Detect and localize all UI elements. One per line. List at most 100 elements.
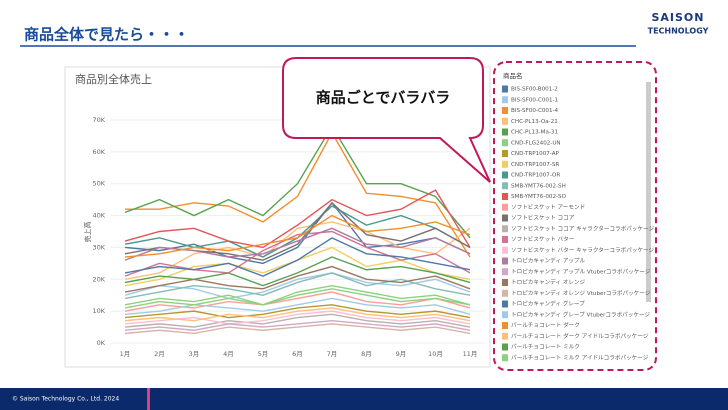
series-line: [124, 221, 471, 280]
y-tick-label: 20K: [92, 275, 105, 283]
x-tick-label: 4月: [223, 350, 234, 358]
legend-swatch: [502, 322, 508, 329]
legend-label: パールチョコレート ミルク: [511, 344, 580, 351]
callout: [282, 57, 491, 183]
legend-swatch: [502, 246, 508, 254]
series-line: [124, 313, 471, 328]
legend-label: CND-FLG2402-UN: [511, 140, 561, 146]
y-axis-label: 売上高: [83, 222, 92, 243]
y-tick-label: 10K: [92, 307, 105, 315]
legend-swatch: [502, 150, 508, 157]
legend-label: CHC-PL13-Oa-21: [511, 119, 558, 125]
legend-swatch: [502, 171, 508, 179]
series-line: [124, 307, 471, 322]
slide-title: 商品全体で見たら・・・: [24, 26, 189, 44]
legend-swatch: [502, 236, 508, 243]
legend-swatch: [502, 203, 508, 211]
series-line: [124, 272, 471, 300]
logo-bottom: TECHNOLOGY: [648, 27, 709, 36]
series-line: [124, 323, 471, 335]
legend-label: SMB-YMT76-002-SH: [511, 183, 566, 189]
legend-label: トロピカキャンディ オレンジ Vtuberコラボパッケージ: [511, 289, 651, 297]
legend-label: パールチョコレート ミルク アイドルコラボパッケージ: [511, 353, 649, 361]
legend-label: CND-TRP1007-SR: [511, 162, 559, 168]
legend-title: 商品名: [503, 71, 523, 80]
x-tick-label: 7月: [327, 350, 338, 358]
legend-swatch: [502, 139, 508, 147]
y-tick-label: 70K: [92, 116, 105, 124]
y-tick-label: 30K: [92, 243, 105, 251]
legend-swatch: [502, 85, 508, 93]
series-line: [124, 214, 471, 258]
legend-swatch: [502, 225, 508, 233]
legend-label: CND-TRP1007-AP: [511, 151, 560, 157]
series-line: [124, 230, 471, 277]
x-tick-label: 2月: [154, 350, 165, 358]
legend-label: トロピカキャンディ グレープ Vtuberコラボパッケージ: [511, 310, 650, 318]
series-line: [125, 131, 471, 258]
series-line: [124, 284, 471, 306]
series-line: [124, 125, 471, 239]
legend-swatch: [502, 214, 508, 222]
plot: 0K 10K 20K 30K 40K 50K 60K 70K 1月 2月 3月 4月 5月 6月 7月 8月 9…: [92, 116, 485, 358]
legend-label: CND-TRP1007-OR: [511, 173, 560, 179]
legend-label: パールチョコレート ダーク: [511, 321, 580, 329]
series-line: [124, 265, 471, 293]
chart-title: 商品別全体売上: [75, 72, 152, 86]
logo-top: SAISON: [651, 11, 704, 24]
x-tick-label: 11月: [463, 350, 478, 358]
x-tick-label: 1月: [120, 350, 131, 358]
legend-swatch: [502, 182, 508, 190]
legend-swatch: [502, 332, 508, 340]
series-line: [124, 304, 471, 319]
x-tick-label: 5月: [258, 350, 269, 358]
legend-label: BIS-SF00-C001-1: [511, 97, 559, 103]
legend-label: BIS-SF00-C001-4: [511, 108, 559, 114]
callout-text: 商品ごとでバラバラ: [316, 89, 450, 107]
y-tick-label: 50K: [92, 180, 105, 188]
legend-swatch: [502, 193, 508, 200]
series-line: [124, 297, 471, 316]
legend-swatch: [502, 257, 508, 265]
x-tick-label: 6月: [292, 350, 303, 358]
legend: BIS-SF00-B001-2 BIS-SF00-C001-1 BIS-SF00-C…: [502, 85, 654, 362]
legend-swatch: [502, 128, 508, 136]
legend-swatch: [502, 268, 508, 276]
series-line: [124, 288, 471, 309]
legend-swatch: [502, 343, 508, 351]
series-line: [124, 237, 471, 277]
legend-swatch: [502, 107, 508, 114]
footer-accent: [147, 388, 150, 410]
legend-swatch: [502, 300, 508, 308]
legend-label: BIS-SF00-B001-2: [511, 87, 558, 93]
legend-swatch: [502, 160, 508, 168]
y-tick-label: 0K: [97, 339, 106, 347]
x-tick-label: 9月: [396, 350, 407, 358]
series-line: [124, 319, 471, 331]
series-line: [124, 310, 471, 325]
y-tick-label: 60K: [92, 148, 105, 156]
legend-swatch: [502, 279, 508, 286]
legend-label: ソフトビスケット アーモンド: [511, 203, 585, 211]
legend-swatch: [502, 96, 508, 104]
series-line: [124, 201, 471, 265]
legend-label: CHC-PL13-Ma-31: [511, 130, 558, 136]
legend-label: SMB-YMT76-002-SO: [511, 194, 567, 200]
scrollbar: [646, 82, 651, 302]
legend-label: ソフトビスケット バター: [511, 235, 575, 243]
legend-label: ソフトビスケット ココア: [511, 214, 575, 222]
legend-label: トロピカキャンディ アップル: [511, 257, 586, 265]
legend-label: トロピカキャンディ オレンジ: [511, 278, 586, 286]
legend-label: パールチョコレート ダーク アイドルコラボパッケージ: [511, 332, 649, 340]
legend-swatch: [502, 354, 508, 362]
x-tick-label: 3月: [189, 350, 200, 358]
legend-swatch: [502, 289, 508, 297]
footer-bar: [0, 388, 728, 410]
legend-label: トロピカキャンディ アップル Vtuberコラボパッケージ: [511, 267, 651, 275]
legend-swatch: [502, 117, 508, 125]
legend-panel: [496, 66, 654, 368]
footer-text: © Saison Technology Co., Ltd. 2024: [12, 396, 119, 403]
x-tick-label: 10月: [428, 350, 443, 358]
